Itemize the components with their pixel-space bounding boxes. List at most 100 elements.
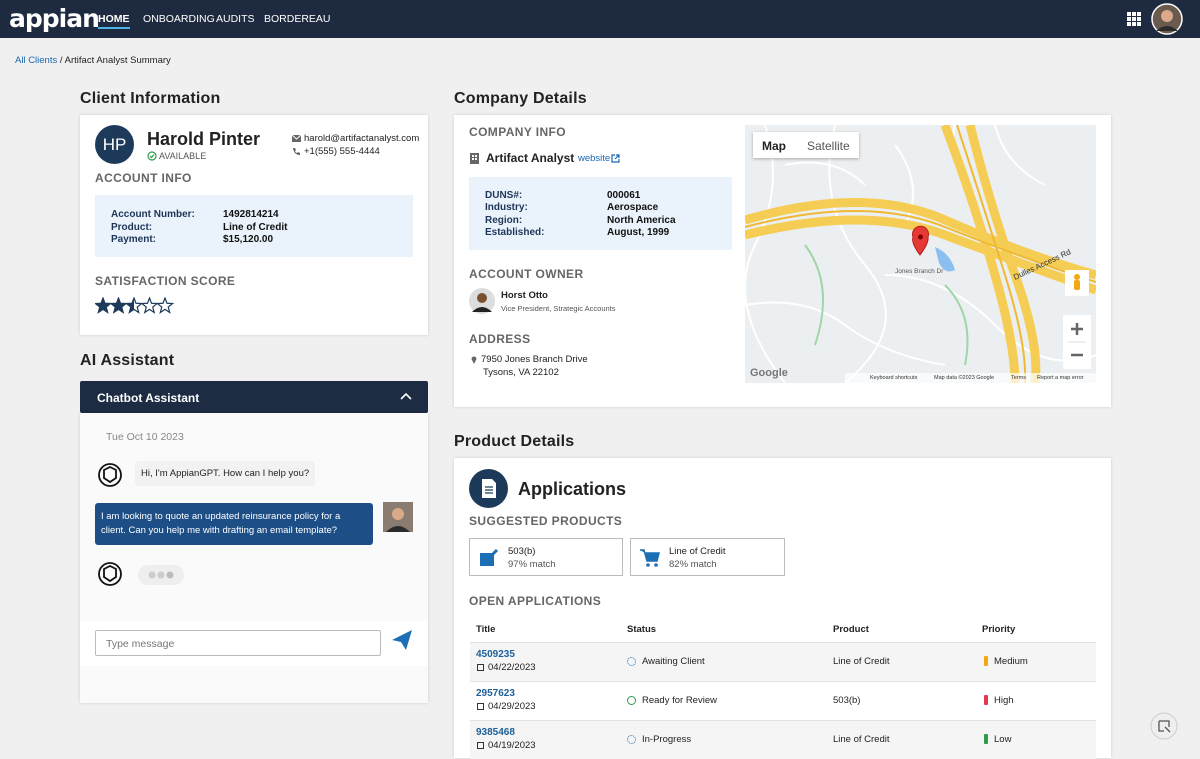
- column-header[interactable]: Product: [833, 624, 869, 635]
- subheading: OPEN APPLICATIONS: [469, 594, 602, 608]
- website-link[interactable]: website: [578, 153, 611, 164]
- column-header[interactable]: Status: [627, 624, 657, 635]
- suggested-product[interactable]: Line of Credit 82% match: [630, 538, 785, 576]
- breadcrumb-separator: /: [59, 55, 63, 66]
- suggested-product[interactable]: 503(b) 97% match: [469, 538, 623, 576]
- application-priority: Medium: [994, 656, 1028, 667]
- subheading: ADDRESS: [469, 332, 531, 346]
- table-row: [470, 681, 1096, 720]
- client-email[interactable]: harold@artifactanalyst.com: [304, 133, 420, 144]
- user-avatar[interactable]: [1151, 3, 1183, 35]
- map-link[interactable]: Terms: [1011, 375, 1026, 381]
- column-header[interactable]: Title: [476, 624, 496, 635]
- building-icon: [470, 153, 479, 164]
- account-value: 1492814214: [223, 209, 279, 220]
- send-button[interactable]: [391, 629, 413, 651]
- external-link-icon[interactable]: [611, 154, 620, 163]
- detail-value: North America: [607, 215, 676, 226]
- map-credit: Map data ©2023 Google: [934, 375, 995, 381]
- status-icon: [627, 735, 636, 744]
- zoom-controls[interactable]: [1063, 315, 1091, 369]
- detail-label: Region:: [485, 215, 523, 226]
- application-status: Ready for Review: [642, 695, 717, 706]
- map-logo: Google: [750, 367, 788, 379]
- address-line: Tysons, VA 22102: [483, 367, 559, 378]
- client-name: Harold Pinter: [147, 129, 261, 149]
- account-value: $15,120.00: [223, 234, 274, 245]
- application-status: In-Progress: [642, 734, 692, 745]
- top-bar: appian HOME ONBOARDING AUDITS BORDEREAU: [0, 0, 1200, 38]
- chat-input-bar: Type message: [80, 621, 428, 666]
- breadcrumb-link[interactable]: All Clients: [15, 55, 58, 66]
- application-date: 04/22/2023: [488, 662, 536, 673]
- calendar-icon: [477, 664, 484, 671]
- chat-header[interactable]: Chatbot Assistant: [80, 381, 428, 413]
- detail-value: Aerospace: [607, 202, 659, 213]
- apps-icon[interactable]: [1127, 12, 1141, 26]
- detail-label: DUNS#:: [485, 190, 523, 201]
- pin-icon: [471, 356, 477, 364]
- subheading: COMPANY INFO: [469, 125, 567, 139]
- application-id[interactable]: 9385468: [476, 727, 515, 738]
- user-avatar: [383, 502, 413, 532]
- account-value: Line of Credit: [223, 222, 288, 233]
- star: [124, 297, 144, 314]
- section-heading: Company Details: [454, 90, 587, 107]
- status-icon: [627, 696, 636, 705]
- help-button[interactable]: [1150, 712, 1178, 740]
- application-product: 503(b): [833, 695, 861, 706]
- map-attribution: Keyboard shortcuts Map data ©2023 Google…: [845, 373, 1096, 383]
- nav-audits[interactable]: AUDITS: [216, 13, 255, 25]
- detail-label: Industry:: [485, 202, 528, 213]
- subheading: SUGGESTED PRODUCTS: [469, 514, 623, 528]
- application-product: Line of Credit: [833, 734, 890, 745]
- product-match: 97% match: [508, 559, 556, 570]
- application-id[interactable]: 2957623: [476, 688, 515, 699]
- map-link[interactable]: Report a map error: [1037, 375, 1084, 381]
- bot-avatar: [98, 562, 122, 586]
- subheading: ACCOUNT INFO: [95, 171, 192, 185]
- owner-avatar: [469, 288, 495, 314]
- product-icon: [480, 549, 499, 566]
- nav-bordereau[interactable]: BORDEREAU: [264, 13, 331, 25]
- account-label: Account Number:: [111, 209, 195, 220]
- application-id[interactable]: 4509235: [476, 649, 515, 660]
- client-phone[interactable]: +1(555) 555-4444: [304, 146, 380, 157]
- bot-message: Hi, I'm AppianGPT. How can I help you?: [135, 461, 316, 486]
- nav-onboarding[interactable]: ONBOARDING: [143, 13, 215, 25]
- chat-date: Tue Oct 10 2023: [106, 431, 184, 443]
- breadcrumb-current: Artifact Analyst Summary: [64, 55, 171, 66]
- product-match: 82% match: [669, 559, 717, 570]
- star: [95, 297, 113, 314]
- map-tab[interactable]: Satellite: [807, 139, 850, 153]
- detail-value: 000061: [607, 190, 641, 201]
- owner-title: Vice President, Strategic Accounts: [501, 304, 616, 313]
- pegman[interactable]: [1065, 270, 1089, 296]
- map-tab[interactable]: Map: [762, 139, 786, 153]
- application-product: Line of Credit: [833, 656, 890, 667]
- priority-icon: [984, 734, 988, 744]
- breadcrumb: All Clients / Artifact Analyst Summary: [15, 55, 171, 66]
- client-card: HP Harold Pinter AVAILABLE harold@artifa…: [80, 115, 428, 335]
- column-header[interactable]: Priority: [982, 624, 1016, 635]
- product-name: Line of Credit: [669, 546, 726, 557]
- calendar-icon: [477, 742, 484, 749]
- initials-avatar: HP: [95, 125, 134, 164]
- company-box: DUNS#: 000061 Industry: Aerospace Region…: [469, 177, 732, 250]
- account-label: Payment:: [111, 234, 157, 245]
- detail-value: August, 1999: [607, 227, 670, 238]
- user-message: I am looking to quote an updated reinsur…: [95, 503, 373, 545]
- client-status: AVAILABLE: [159, 151, 207, 161]
- product-name: 503(b): [508, 546, 536, 557]
- logo[interactable]: appian: [9, 4, 100, 33]
- section-heading: AI Assistant: [80, 352, 175, 369]
- map-link[interactable]: Keyboard shortcuts: [870, 375, 918, 381]
- collapse-icon[interactable]: [400, 392, 412, 400]
- nav-home[interactable]: HOME: [98, 13, 130, 29]
- status-icon: [147, 151, 157, 161]
- typing-indicator: [138, 565, 184, 585]
- message-input[interactable]: Type message: [95, 630, 381, 656]
- company-name: Artifact Analyst: [486, 151, 575, 165]
- map[interactable]: Dulles Access Rd Jones Branch Dr Map Sat…: [745, 125, 1096, 383]
